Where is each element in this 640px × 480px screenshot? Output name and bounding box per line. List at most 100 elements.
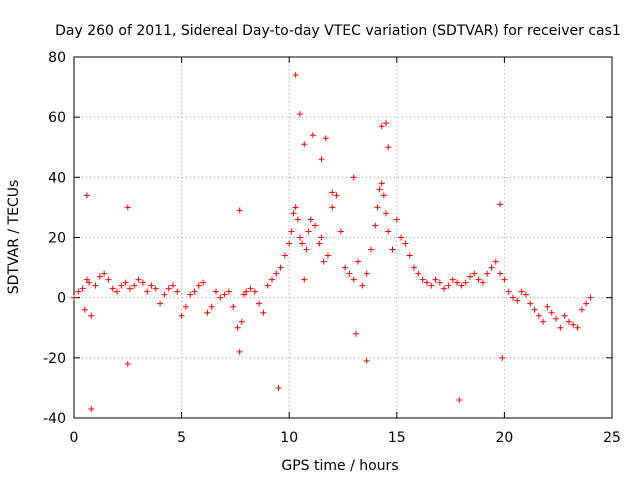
data-point xyxy=(359,282,366,289)
data-point xyxy=(561,312,568,319)
data-point xyxy=(492,258,499,265)
outlier-point xyxy=(236,207,243,214)
data-point xyxy=(105,276,112,283)
data-point xyxy=(301,276,308,283)
data-point xyxy=(423,279,430,286)
data-point xyxy=(294,216,301,223)
axis-ticks xyxy=(73,56,613,419)
data-point xyxy=(393,216,400,223)
data-point xyxy=(208,303,215,310)
data-point xyxy=(152,285,159,292)
data-point xyxy=(383,210,390,217)
x-tick-label: 20 xyxy=(495,430,513,446)
data-point xyxy=(213,288,220,295)
data-point xyxy=(290,210,297,217)
data-point xyxy=(367,246,374,253)
data-point xyxy=(501,276,508,283)
outlier-point xyxy=(88,405,95,412)
data-point xyxy=(264,282,271,289)
data-point xyxy=(318,234,325,241)
data-point xyxy=(131,282,138,289)
x-tick-label: 10 xyxy=(280,430,298,446)
outlier-point xyxy=(322,135,329,142)
y-tick-label: 0 xyxy=(57,291,66,307)
outlier-point xyxy=(318,156,325,163)
grid-lines xyxy=(74,57,612,418)
outlier-point xyxy=(124,204,131,211)
data-point xyxy=(101,270,108,277)
data-point xyxy=(144,288,151,295)
data-point xyxy=(553,315,560,322)
data-point xyxy=(277,264,284,271)
data-point xyxy=(157,300,164,307)
data-point xyxy=(415,270,422,277)
data-point xyxy=(307,216,314,223)
chart-title: Day 260 of 2011, Sidereal Day-to-day VTE… xyxy=(55,23,621,39)
y-tick-label: -40 xyxy=(43,411,66,427)
data-point xyxy=(236,348,243,355)
data-point xyxy=(548,309,555,316)
data-point xyxy=(484,270,491,277)
outlier-point xyxy=(301,141,308,148)
data-point xyxy=(165,285,172,292)
data-point xyxy=(230,303,237,310)
outlier-point xyxy=(363,357,370,364)
data-point xyxy=(118,282,125,289)
data-point xyxy=(518,288,525,295)
data-point xyxy=(200,279,207,286)
outlier-point xyxy=(124,360,131,367)
data-point xyxy=(385,228,392,235)
data-point xyxy=(71,294,77,301)
data-point xyxy=(225,288,232,295)
data-point xyxy=(535,312,542,319)
data-point xyxy=(333,192,340,199)
data-point xyxy=(75,288,82,295)
data-point xyxy=(260,309,267,316)
data-point xyxy=(191,288,198,295)
data-point xyxy=(281,252,288,259)
data-point xyxy=(148,282,155,289)
outlier-point xyxy=(456,396,463,403)
outlier-point xyxy=(383,120,390,127)
data-point xyxy=(565,318,572,325)
data-point xyxy=(346,270,353,277)
data-point xyxy=(527,300,534,307)
data-point xyxy=(406,252,413,259)
data-point xyxy=(174,288,181,295)
data-points xyxy=(71,72,594,412)
data-point xyxy=(303,246,310,253)
data-point xyxy=(122,279,129,286)
data-point xyxy=(475,276,482,283)
data-point xyxy=(288,228,295,235)
data-point xyxy=(510,294,517,301)
outlier-point xyxy=(292,72,299,79)
data-point xyxy=(286,240,293,247)
y-tick-label: 20 xyxy=(48,231,66,247)
outlier-point xyxy=(296,111,303,118)
data-point xyxy=(83,276,90,283)
data-point xyxy=(350,276,357,283)
data-point xyxy=(378,180,385,187)
data-point xyxy=(299,240,306,247)
outlier-point xyxy=(352,330,359,337)
data-point xyxy=(441,285,448,292)
data-point xyxy=(587,294,594,301)
outlier-point xyxy=(275,384,282,391)
data-point xyxy=(531,306,538,313)
data-point xyxy=(432,276,439,283)
data-point xyxy=(273,270,280,277)
data-point xyxy=(355,258,362,265)
data-point xyxy=(316,240,323,247)
data-point xyxy=(296,234,303,241)
outlier-point xyxy=(499,354,506,361)
data-point xyxy=(583,300,590,307)
data-point xyxy=(256,300,263,307)
data-point xyxy=(204,309,211,316)
data-point xyxy=(320,258,327,265)
data-point xyxy=(479,279,486,286)
data-point xyxy=(96,273,103,280)
data-point xyxy=(234,324,241,331)
data-point xyxy=(187,291,194,298)
data-point xyxy=(139,279,146,286)
